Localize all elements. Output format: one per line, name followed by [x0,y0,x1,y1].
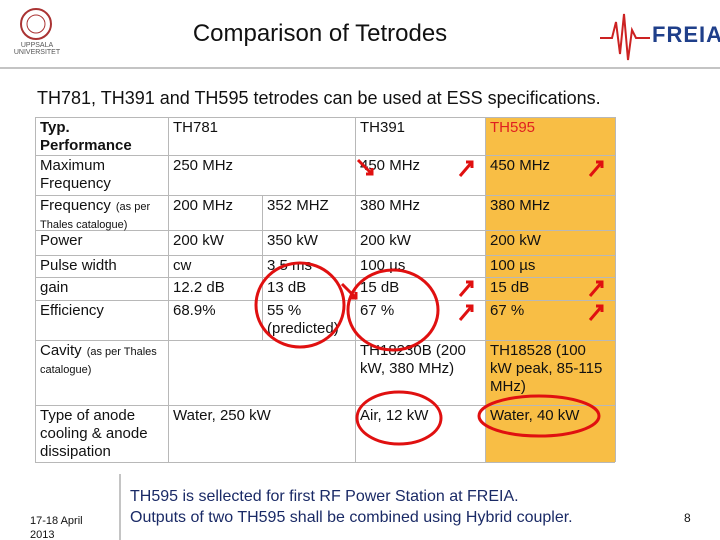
cell: 250 MHz [173,157,234,174]
cell: 3.5 ms [267,257,313,274]
col-line [35,117,36,462]
row-label: Power [35,230,168,255]
cell: 100 µs [490,257,536,274]
logo-seal [26,14,46,34]
cell: TH18528 (100 kW peak, 85-115 MHz) [490,342,603,395]
row-label: Typ. Performance [35,117,168,155]
label-text: Typ. Performance [40,119,132,154]
label-text: Pulse width [40,257,117,274]
cell: TH595 [490,119,536,136]
cell: cw [173,257,192,274]
row-line [35,462,615,463]
cell: 350 kW [267,232,318,249]
cell: 200 kW [490,232,541,249]
row-label: Type of anode cooling & anode dissipatio… [35,405,168,462]
label-text: Type of anode cooling & anode dissipatio… [40,407,148,460]
cell: 200 kW [360,232,411,249]
col-line [262,195,263,230]
label-note: (as per Thales catalogue) [40,201,151,231]
cell: Water, 250 kW [173,407,271,424]
cell: 450 MHz [360,157,421,174]
row-line [35,117,615,118]
footer-text: TH595 is sellected for first RF Power St… [130,486,573,528]
slide-title: Comparison of Tetrodes [192,20,448,47]
logo-text: FREIA [652,22,720,47]
row-label: Frequency (as per Thales catalogue) [35,195,168,231]
row-line [35,155,615,156]
cell: 15 dB [360,279,400,296]
label-text: gain [40,279,69,296]
cell: 200 kW [173,232,224,249]
col-line [485,117,486,462]
cell: 67 % [490,302,525,319]
cell: 100 µs [360,257,406,274]
col-line [615,117,616,462]
cell: 380 MHz [360,197,421,214]
cell: 12.2 dB [173,279,225,296]
row-line [35,405,615,406]
page-number: 8 [684,511,691,525]
row-label: Efficiency [35,300,168,340]
cell: 352 MHZ [267,197,329,214]
cell: 55 % (predicted) [267,302,339,337]
label-text: Cavity [40,342,82,359]
cell: 68.9% [173,302,216,319]
col-line [262,230,263,255]
cell: 200 MHz [173,197,234,214]
label-text: Efficiency [40,302,104,319]
cell: TH391 [360,119,406,136]
logo-seal [20,8,52,40]
logo-wave [600,13,650,61]
footer-line: TH595 is sellected for first RF Power St… [130,488,519,505]
row-line [35,230,615,231]
label-text: Power [40,232,83,249]
row-label: Maximum Frequency [35,155,168,195]
subtitle: TH781, TH391 and TH595 tetrodes can be u… [37,88,601,108]
footer-date: 17-18 April 2013 [30,515,83,540]
row-line [35,255,615,256]
col-line [168,117,169,462]
cell: 67 % [360,302,395,319]
row-label: gain [35,277,168,300]
label-text: Maximum Frequency [40,157,111,192]
cell: Water, 40 kW [490,407,580,424]
cell: TH781 [173,119,219,136]
cell: Air, 12 kW [360,407,429,424]
row-label: Pulse width [35,255,168,277]
footer-line: Outputs of two TH595 shall be combined u… [130,509,573,526]
cell: 380 MHz [490,197,551,214]
cell: 450 MHz [490,157,551,174]
cell: 15 dB [490,279,530,296]
row-label: Cavity (as per Thales catalogue) [35,340,168,405]
label-note: (as per Thales catalogue) [40,346,157,376]
cell: 13 dB [267,279,307,296]
label-text: Frequency [40,197,111,214]
logo-text: UPPSALA UNIVERSITET [13,42,61,56]
row-line [35,195,615,196]
cell: TH18230B (200 kW, 380 MHz) [360,342,466,377]
